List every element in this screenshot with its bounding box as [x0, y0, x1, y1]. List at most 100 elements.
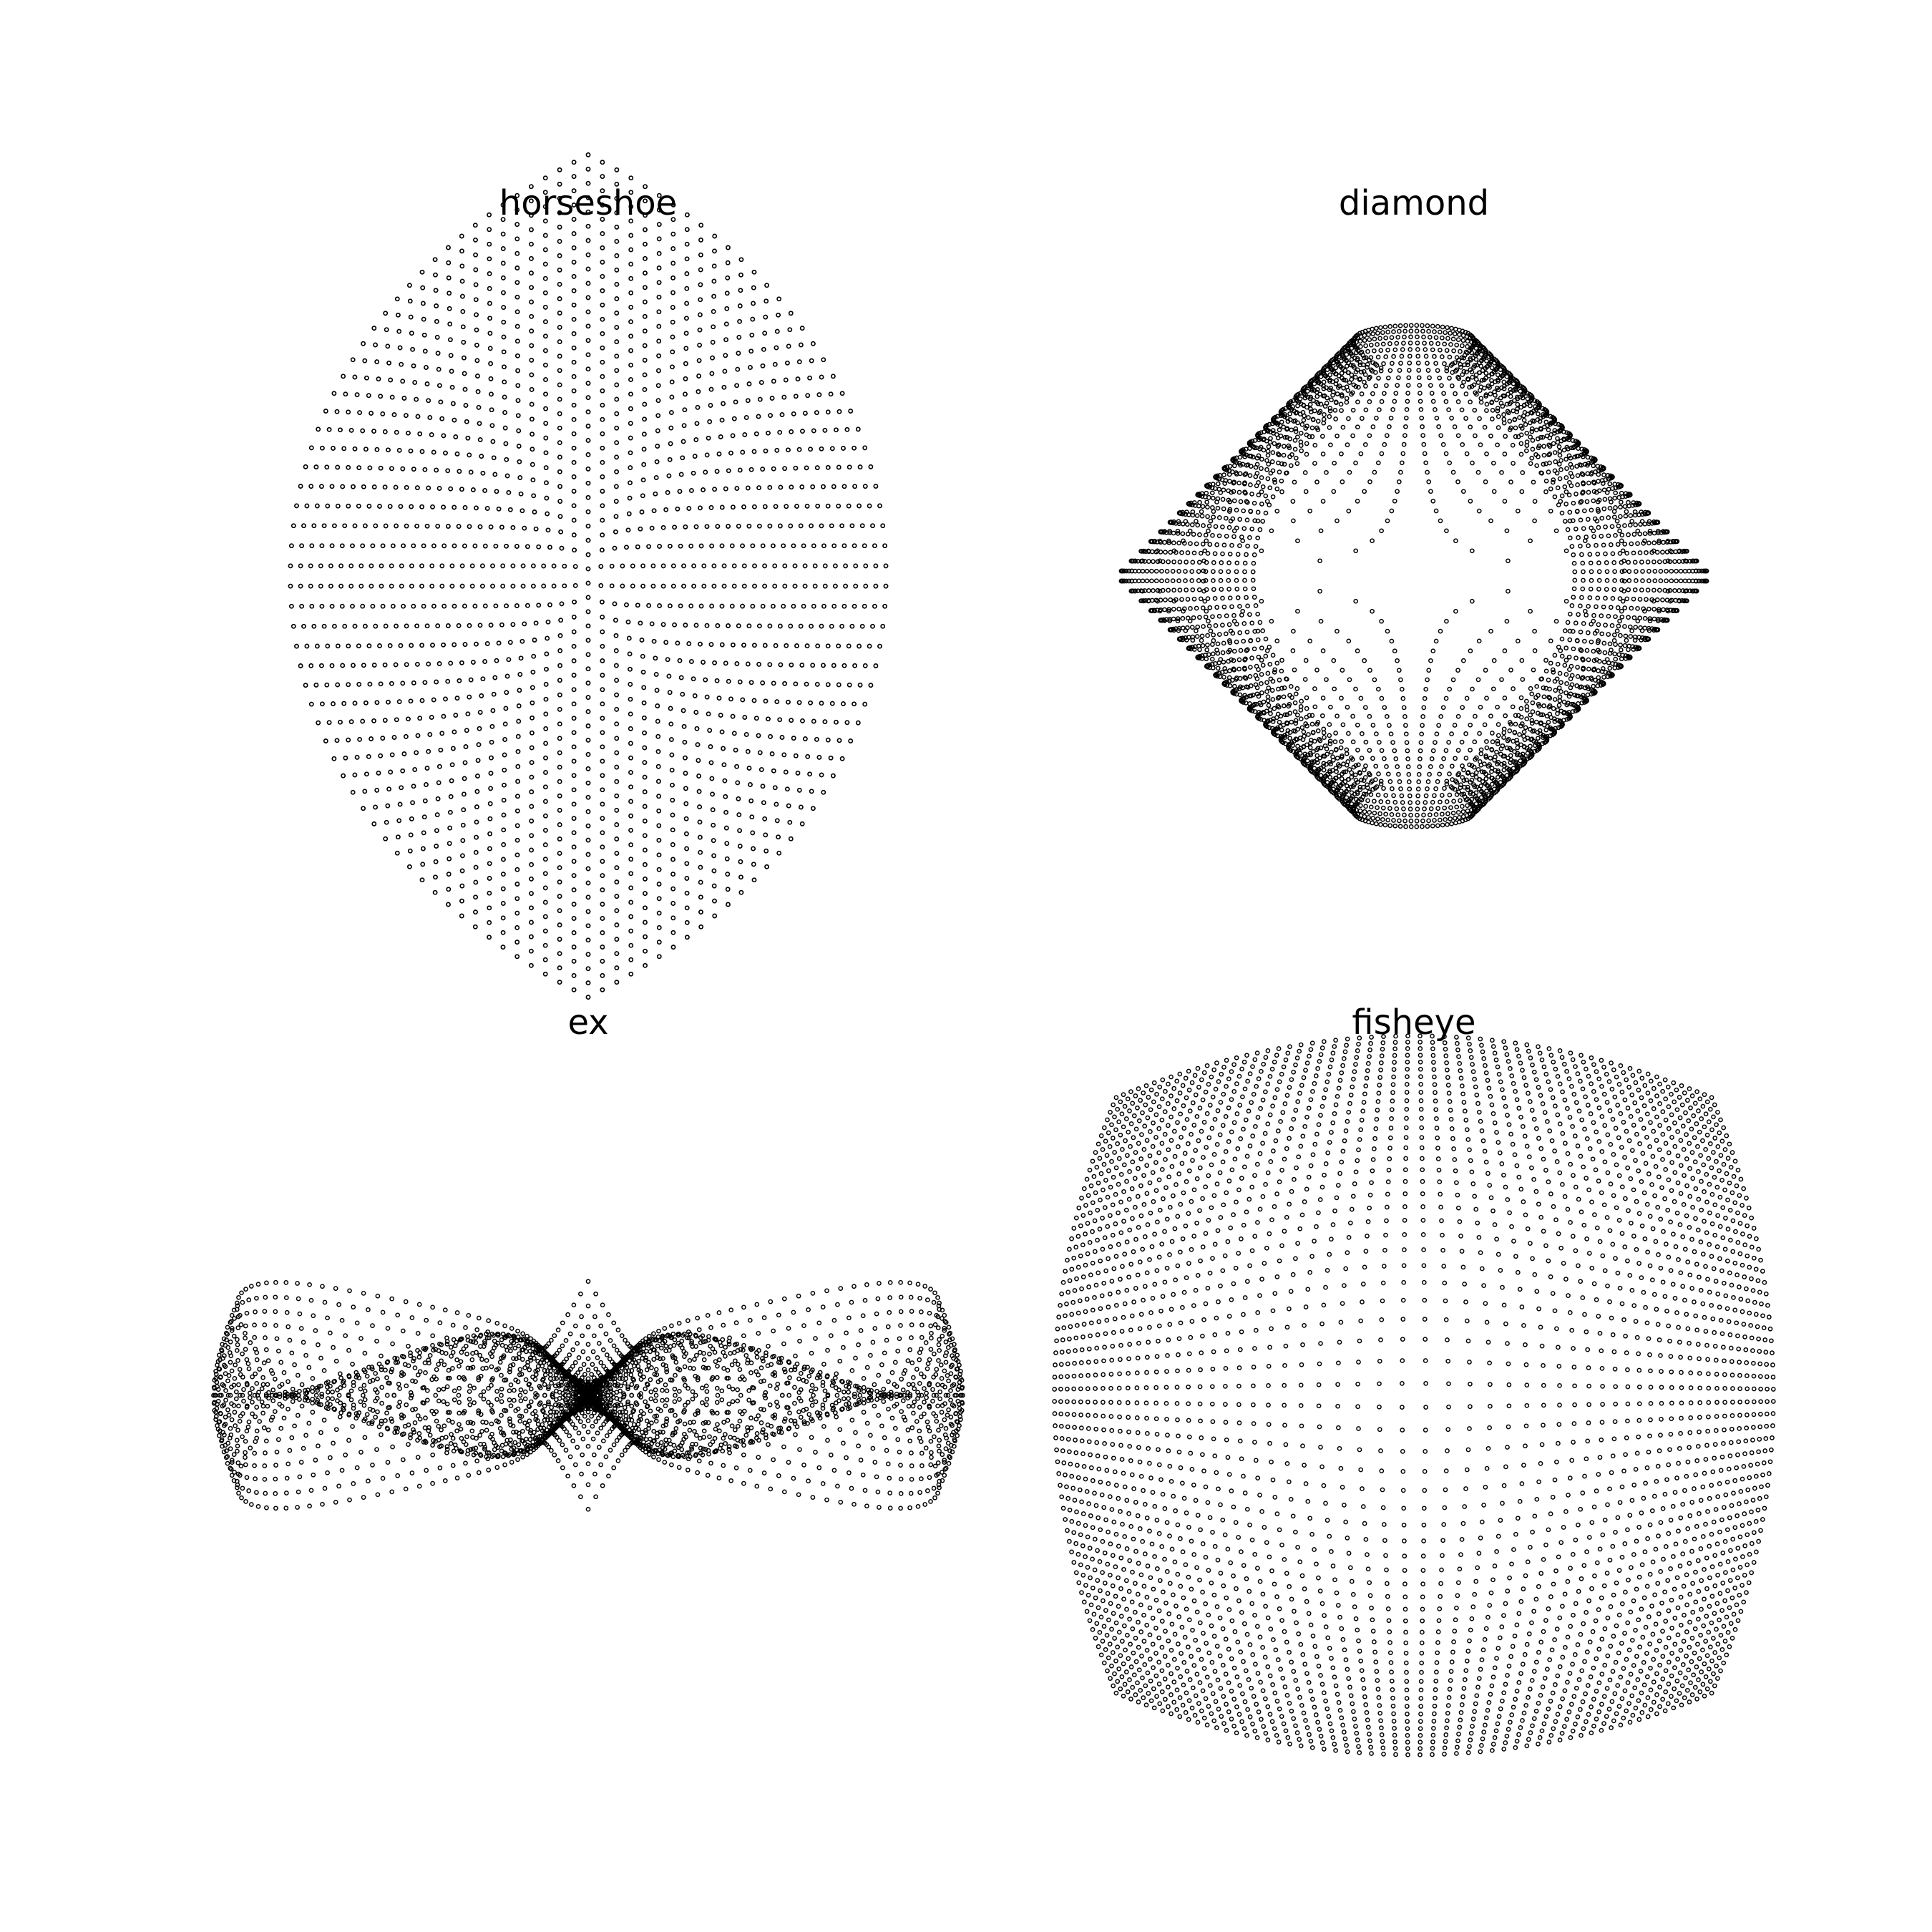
data-point [369, 411, 374, 416]
data-point [585, 280, 591, 286]
data-point [1149, 568, 1154, 574]
data-point [529, 862, 534, 867]
data-point [600, 930, 605, 935]
data-point [515, 763, 521, 769]
data-point [489, 391, 494, 397]
data-point [714, 469, 720, 474]
data-point [465, 711, 471, 717]
data-point [529, 256, 534, 261]
data-point [729, 543, 735, 549]
data-point [1335, 391, 1340, 396]
data-point [459, 913, 464, 919]
data-point [585, 609, 591, 615]
data-point [656, 280, 662, 286]
data-point [642, 431, 647, 437]
data-point [529, 934, 534, 940]
data-point [401, 543, 406, 549]
data-point [460, 822, 466, 828]
data-point [1215, 481, 1221, 487]
data-point [558, 618, 563, 623]
data-point [448, 809, 453, 815]
data-point [698, 505, 703, 511]
data-point [396, 834, 401, 840]
data-point [1189, 578, 1195, 583]
data-point [414, 750, 419, 756]
data-point [722, 369, 728, 374]
data-point [711, 278, 717, 284]
data-point [396, 312, 401, 318]
data-point [362, 358, 368, 364]
data-point [751, 301, 756, 306]
data-point [446, 872, 452, 877]
data-point [376, 376, 381, 381]
data-point [1266, 686, 1272, 691]
data-point [1226, 587, 1231, 592]
data-point [1227, 551, 1233, 557]
data-point [480, 583, 485, 589]
data-point [514, 236, 520, 242]
data-point [614, 411, 620, 416]
data-point [711, 563, 717, 569]
data-point [643, 227, 648, 233]
data-point [468, 677, 474, 683]
data-point [656, 779, 661, 784]
data-point [1196, 587, 1202, 592]
data-point [441, 504, 446, 510]
data-point [316, 720, 321, 726]
data-point [1277, 678, 1282, 683]
data-point [870, 623, 875, 629]
data-point [352, 701, 358, 706]
data-point [557, 750, 562, 756]
data-point [791, 543, 796, 549]
data-point [377, 643, 382, 648]
data-point [488, 623, 494, 628]
data-point [1277, 694, 1282, 700]
data-point [530, 447, 535, 452]
data-point [655, 703, 660, 708]
data-point [514, 852, 520, 858]
data-point [1219, 560, 1224, 565]
data-point [811, 341, 816, 346]
data-point [585, 566, 591, 572]
data-point [542, 899, 548, 905]
data-point [1237, 630, 1243, 635]
data-point [396, 699, 402, 704]
data-point [867, 643, 872, 649]
data-point [1179, 597, 1184, 602]
data-point [370, 603, 376, 609]
data-point [409, 816, 414, 821]
data-point [853, 563, 859, 569]
data-point [1277, 719, 1282, 725]
data-point [873, 583, 879, 589]
data-point [640, 653, 645, 659]
data-point [1189, 522, 1195, 527]
data-point [541, 563, 547, 569]
data-point [708, 386, 714, 392]
data-point [704, 694, 710, 700]
data-point [1309, 425, 1315, 431]
data-point [807, 771, 812, 777]
data-point [654, 459, 660, 464]
data-point [325, 643, 331, 649]
data-point [491, 455, 497, 461]
data-point [1265, 452, 1271, 458]
data-point [452, 729, 457, 735]
data-point [501, 319, 507, 325]
data-point [419, 698, 425, 703]
data-point [516, 703, 522, 708]
data-point [411, 467, 416, 472]
data-point [613, 514, 619, 519]
data-point [557, 454, 562, 460]
data-point [329, 663, 335, 668]
data-point [795, 376, 801, 381]
data-point [642, 387, 648, 392]
data-point [834, 427, 839, 433]
data-point [763, 848, 769, 854]
data-point [1252, 595, 1257, 600]
data-point [781, 603, 786, 609]
data-point [529, 745, 535, 751]
data-point [1270, 494, 1276, 499]
data-point [656, 925, 662, 930]
data-point [725, 872, 731, 877]
data-point [656, 323, 662, 329]
